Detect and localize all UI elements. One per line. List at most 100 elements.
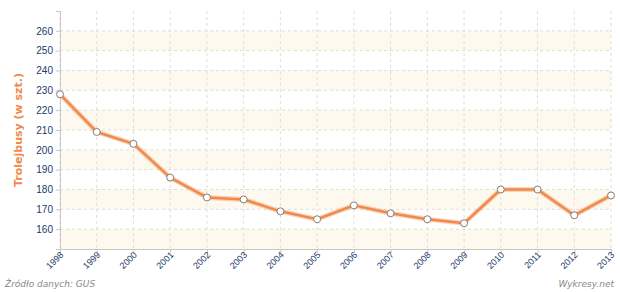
band <box>60 190 611 210</box>
marker <box>277 208 284 215</box>
grid-line <box>60 50 611 51</box>
source-note: Źródło danych: GUS <box>4 278 95 289</box>
grid-line <box>170 11 171 249</box>
marker <box>424 216 431 223</box>
tick: 170 <box>36 204 60 215</box>
tick-label: 2006 <box>338 250 359 271</box>
tick-label: 2009 <box>448 250 469 271</box>
tick: 2010 <box>485 249 506 271</box>
grid-line <box>60 169 611 170</box>
marker <box>608 192 615 199</box>
tick-label: 230 <box>36 85 53 96</box>
marker <box>387 210 394 217</box>
tick: 2002 <box>191 249 212 271</box>
tick-label: 220 <box>36 105 53 116</box>
axis-line <box>61 250 612 254</box>
grid-line <box>611 11 612 249</box>
tick-label: 2008 <box>412 250 433 271</box>
tick-mark <box>56 31 60 32</box>
grid-line <box>60 70 611 71</box>
grid-line <box>317 11 318 249</box>
y-axis: 160170180190200210220230240250260 <box>36 12 60 250</box>
band <box>60 31 611 51</box>
marker <box>57 91 64 98</box>
marker <box>93 128 100 135</box>
grid-line <box>60 110 611 111</box>
tick: 2004 <box>265 249 286 271</box>
tick: 220 <box>36 105 60 116</box>
tick-mark <box>56 51 60 52</box>
tick-label: 2000 <box>118 250 139 271</box>
tick-label: 250 <box>36 45 53 56</box>
marker <box>314 216 321 223</box>
marker <box>571 212 578 219</box>
band <box>60 110 611 130</box>
bands <box>60 31 611 249</box>
tick-mark <box>56 170 60 171</box>
tick: 1999 <box>81 249 102 271</box>
grid-line <box>60 229 611 230</box>
tick-label: 2011 <box>522 250 543 271</box>
tick-label: 170 <box>36 204 53 215</box>
tick: 2012 <box>558 249 579 271</box>
tick: 2006 <box>338 249 359 271</box>
tick: 2007 <box>375 249 396 271</box>
tick: 240 <box>36 65 60 76</box>
tick-label: 1999 <box>81 250 102 271</box>
marker <box>130 140 137 147</box>
markers <box>57 91 615 227</box>
grid <box>60 11 611 249</box>
tick: 2001 <box>154 249 175 271</box>
tick: 190 <box>36 164 60 175</box>
tick-label: 2004 <box>265 250 286 271</box>
marker <box>350 202 357 209</box>
grid-line <box>60 130 611 131</box>
tick: 160 <box>36 224 60 235</box>
grid-line <box>133 11 134 249</box>
credit: Wykresy.net <box>558 279 614 289</box>
grid-line <box>60 90 611 91</box>
tick-label: 2010 <box>485 250 506 271</box>
tick-label: 240 <box>36 65 53 76</box>
tick-label: 2002 <box>191 250 212 271</box>
marker <box>534 186 541 193</box>
grid-line <box>464 11 465 249</box>
grid-line <box>427 11 428 249</box>
tick-label: 2005 <box>301 250 322 271</box>
tick: 2011 <box>522 249 543 270</box>
grid-line <box>537 11 538 249</box>
tick-label: 190 <box>36 164 53 175</box>
tick-label: 2012 <box>558 250 579 271</box>
grid-line <box>243 11 244 249</box>
tick-label: 2003 <box>228 250 249 271</box>
tick-mark <box>56 209 60 210</box>
tick: 1998 <box>44 249 65 271</box>
tick-label: 200 <box>36 145 53 156</box>
line-halo <box>60 94 611 223</box>
tick-label: 2007 <box>375 250 396 271</box>
band <box>60 71 611 91</box>
tick-mark <box>56 229 60 230</box>
tick-label: 2013 <box>595 250 616 271</box>
tick: 250 <box>36 45 60 56</box>
tick-label: 160 <box>36 224 53 235</box>
tick-label: 1998 <box>44 250 65 271</box>
marker <box>203 194 210 201</box>
tick-mark <box>56 190 60 191</box>
tick: 180 <box>36 184 60 195</box>
tick: 2003 <box>228 249 249 271</box>
grid-line <box>60 30 611 31</box>
tick: 2013 <box>595 249 616 271</box>
tick-label: 180 <box>36 184 53 195</box>
x-axis: 1998 1999 2000 2001 2002 2003 2004 2005 2006 2007… <box>44 249 616 271</box>
axis-line <box>56 12 61 250</box>
tick: 2008 <box>412 249 433 271</box>
tick: 260 <box>36 26 60 37</box>
line <box>60 94 611 223</box>
marker <box>240 196 247 203</box>
tick-mark <box>56 130 60 131</box>
tick: 2005 <box>301 249 322 271</box>
tick-label: 2001 <box>154 250 175 271</box>
line-group <box>60 94 611 223</box>
chart: 1601701801902002102202302402502601998199… <box>0 0 620 292</box>
